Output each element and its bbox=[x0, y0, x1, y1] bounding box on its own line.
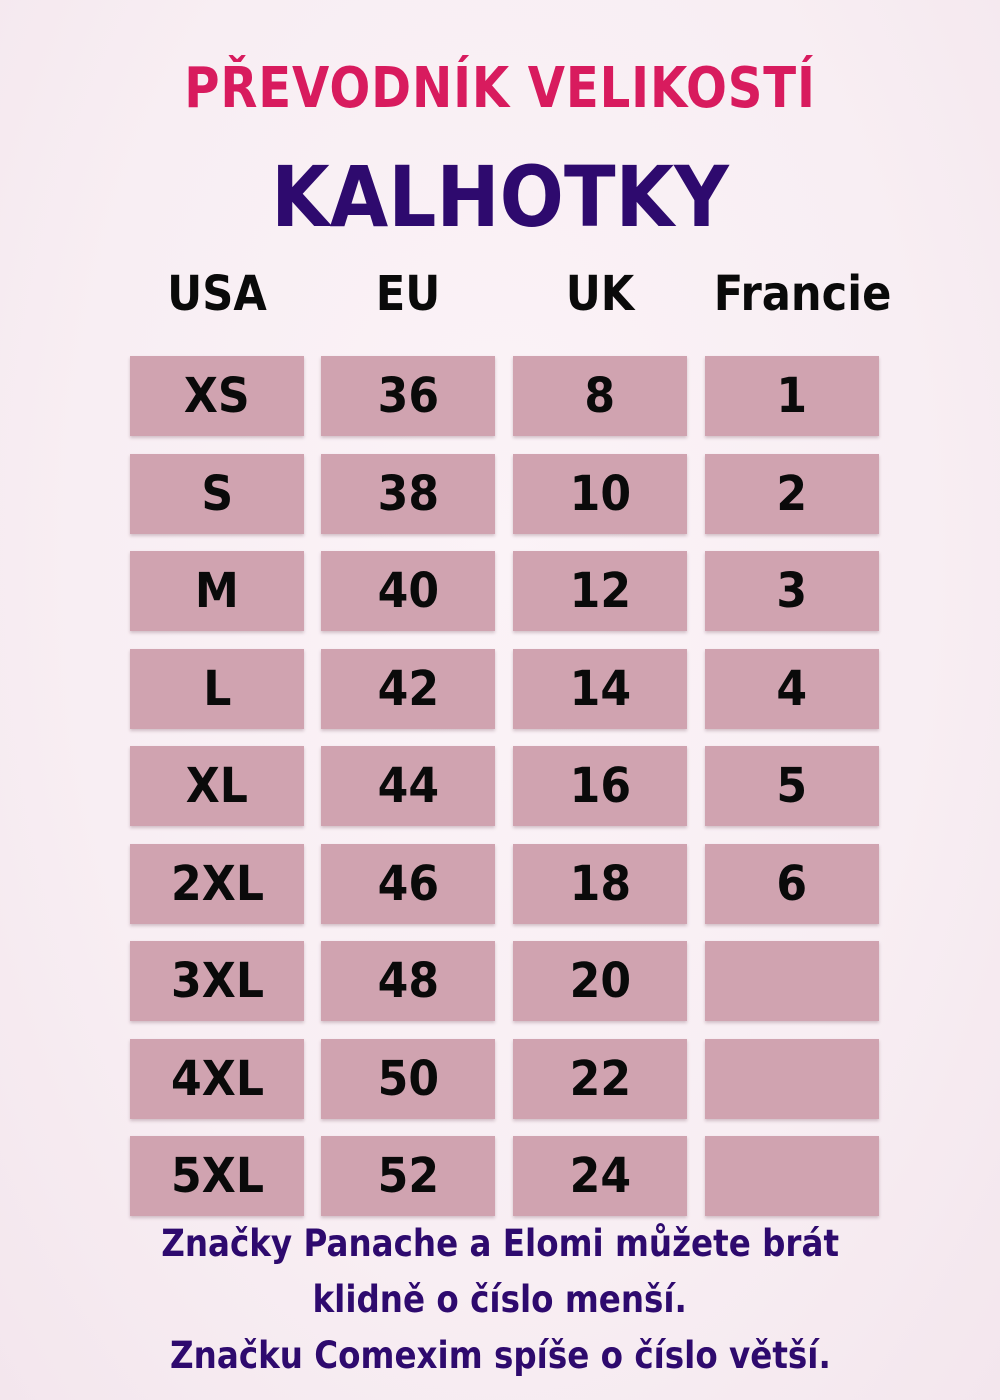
table-cell: 16 bbox=[513, 746, 687, 826]
cell-value: 12 bbox=[569, 563, 631, 619]
cell-value: 18 bbox=[569, 855, 631, 912]
cell-value: 5 bbox=[776, 758, 808, 814]
column-header: UK bbox=[565, 266, 635, 322]
cell-value: 4XL bbox=[170, 1050, 264, 1107]
cell-value: 3 bbox=[776, 563, 808, 619]
table-cell: XS bbox=[130, 356, 304, 436]
column-header: USA bbox=[167, 266, 267, 322]
table-cell: 20 bbox=[513, 941, 687, 1021]
cell-value: 2 bbox=[776, 465, 808, 522]
cell-value: 5XL bbox=[170, 1148, 264, 1204]
cell-value: XS bbox=[184, 368, 250, 424]
table-cell: 22 bbox=[513, 1038, 687, 1119]
cell-value: 8 bbox=[584, 368, 616, 424]
cell-value: 22 bbox=[569, 1050, 631, 1107]
table-cell: 3 bbox=[705, 551, 879, 631]
table-cell: 2XL bbox=[130, 843, 304, 924]
table-cell: 10 bbox=[513, 453, 687, 534]
column-header: EU bbox=[375, 266, 441, 322]
cell-value: 24 bbox=[569, 1148, 631, 1204]
table-cell: 44 bbox=[321, 746, 495, 826]
note-line: Značku Comexim spíše o číslo větší. bbox=[169, 1334, 831, 1377]
cell-value: 14 bbox=[569, 660, 631, 717]
table-cell: 5 bbox=[705, 746, 879, 826]
cell-value: 46 bbox=[377, 855, 439, 912]
table-cell: 6 bbox=[705, 843, 879, 924]
note-line: klidně o číslo menší. bbox=[312, 1278, 688, 1321]
cell-value: 10 bbox=[569, 465, 631, 522]
table-cell: 50 bbox=[321, 1038, 495, 1119]
cell-value: 40 bbox=[377, 563, 439, 619]
cell-value: 4 bbox=[776, 660, 808, 717]
table-cell: 48 bbox=[321, 941, 495, 1021]
table-cell: 3XL bbox=[130, 941, 304, 1021]
cell-value: 1 bbox=[776, 368, 808, 424]
table-cell bbox=[705, 941, 879, 1021]
table-cell: 24 bbox=[513, 1136, 687, 1216]
table-cell: 46 bbox=[321, 843, 495, 924]
table-cell: 8 bbox=[513, 356, 687, 436]
page-subtitle: KALHOTKY bbox=[271, 148, 729, 246]
table-cell: M bbox=[130, 551, 304, 631]
cell-value: S bbox=[201, 465, 233, 522]
table-cell: L bbox=[130, 648, 304, 729]
table-cell: 14 bbox=[513, 648, 687, 729]
cell-value: 36 bbox=[377, 368, 439, 424]
table-cell: 18 bbox=[513, 843, 687, 924]
cell-value: 38 bbox=[377, 465, 439, 522]
cell-value: 50 bbox=[377, 1050, 439, 1107]
cell-value: 3XL bbox=[170, 953, 264, 1009]
table-cell: 5XL bbox=[130, 1136, 304, 1216]
table-cell: 36 bbox=[321, 356, 495, 436]
cell-value: 52 bbox=[377, 1148, 439, 1204]
table-cell: 2 bbox=[705, 453, 879, 534]
table-cell: S bbox=[130, 453, 304, 534]
cell-value: M bbox=[195, 563, 239, 619]
table-cell bbox=[705, 1038, 879, 1119]
cell-value: 42 bbox=[377, 660, 439, 717]
table-cell: 38 bbox=[321, 453, 495, 534]
cell-value: 20 bbox=[569, 953, 631, 1009]
table-cell: 42 bbox=[321, 648, 495, 729]
table-cell: XL bbox=[130, 746, 304, 826]
note-line: Značky Panache a Elomi můžete brát bbox=[161, 1222, 839, 1265]
table-cell: 12 bbox=[513, 551, 687, 631]
table-cell: 40 bbox=[321, 551, 495, 631]
cell-value: 6 bbox=[776, 855, 808, 912]
table-cell bbox=[705, 1136, 879, 1216]
table-cell: 4 bbox=[705, 648, 879, 729]
cell-value: 16 bbox=[569, 758, 631, 814]
table-cell: 1 bbox=[705, 356, 879, 436]
cell-value: 2XL bbox=[170, 855, 264, 912]
cell-value: 48 bbox=[377, 953, 439, 1009]
cell-value: L bbox=[202, 660, 232, 717]
column-header: Francie bbox=[713, 266, 892, 322]
page-title: PŘEVODNÍK VELIKOSTÍ bbox=[184, 56, 816, 121]
table-cell: 52 bbox=[321, 1136, 495, 1216]
cell-value: 44 bbox=[377, 758, 439, 814]
cell-value: XL bbox=[185, 758, 249, 814]
table-cell: 4XL bbox=[130, 1038, 304, 1119]
